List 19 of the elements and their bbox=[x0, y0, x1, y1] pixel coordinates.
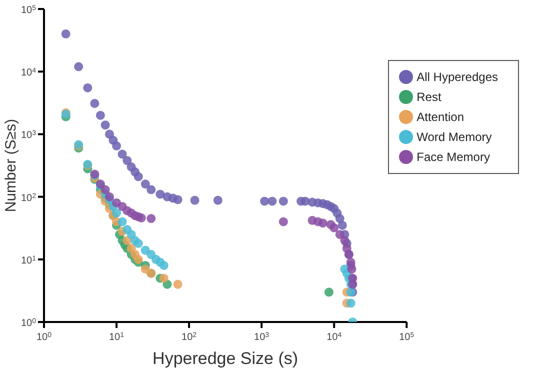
x-tick-label: 10$^{1}$ bbox=[109, 332, 124, 343]
x-axis-title: Hyperedge Size (s) bbox=[152, 349, 298, 368]
legend-label: All Hyperedges bbox=[416, 70, 498, 84]
legend-label: Face Memory bbox=[416, 150, 490, 164]
x-tick-label: 10$^{5}$ bbox=[399, 332, 414, 343]
y-tick-label: 10$^{1}$ bbox=[20, 254, 36, 266]
x-tick-label: 10$^{3}$ bbox=[254, 332, 270, 343]
y-tick-label: 10$^{3}$ bbox=[20, 130, 36, 142]
y-tick-label: 10$^{0}$ bbox=[20, 318, 36, 329]
y-tick-label: 10$^{4}$ bbox=[20, 67, 36, 79]
legend-label: Attention bbox=[416, 110, 464, 124]
x-tick-label: 10$^{0}$ bbox=[36, 332, 52, 343]
y-axis-title: Number (S≥s) bbox=[2, 118, 20, 212]
x-tick-label: 10$^{4}$ bbox=[326, 332, 342, 343]
y-tick-label: 10$^{2}$ bbox=[20, 192, 36, 204]
legend-label: Word Memory bbox=[416, 130, 492, 144]
legend-label: Rest bbox=[416, 90, 442, 104]
x-tick-label: 10$^{2}$ bbox=[182, 332, 197, 343]
y-tick-label: 10$^{5}$ bbox=[20, 4, 36, 16]
